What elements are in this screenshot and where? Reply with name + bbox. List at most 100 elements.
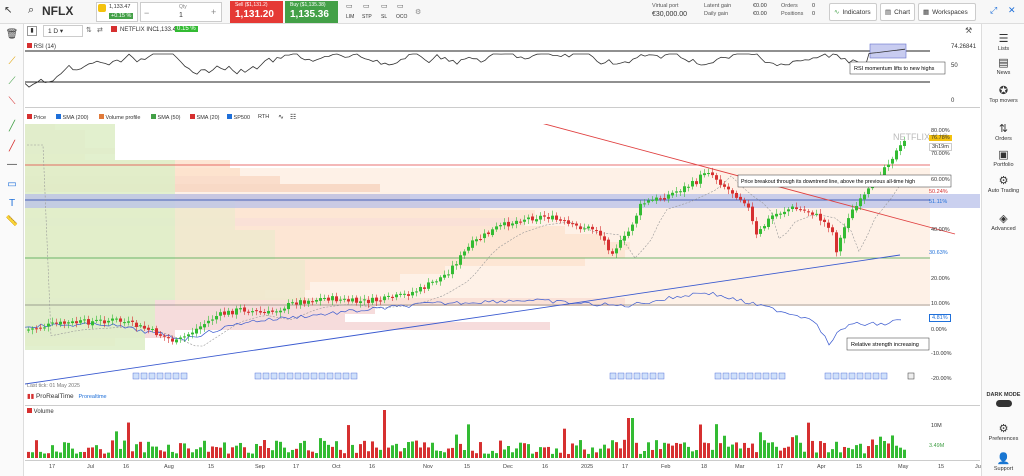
interval-icon[interactable]: ⇅	[86, 27, 92, 34]
legend-vp-swatch	[99, 114, 104, 119]
qty-value[interactable]: 1	[179, 12, 183, 19]
legend-volume-profile[interactable]: Volume profile	[99, 114, 140, 121]
volume-bar	[139, 441, 142, 458]
volume-bar	[271, 450, 274, 458]
nav-portfolio[interactable]: ▣ Portfolio	[982, 148, 1024, 168]
chart-button[interactable]: ▤ Chart	[880, 3, 915, 21]
nav-orders[interactable]: ⇅ Orders	[982, 122, 1024, 142]
buy-signal-tool-icon[interactable]: ⟋	[8, 75, 16, 87]
nav-lists[interactable]: ☰ Lists	[982, 32, 1024, 52]
candle	[475, 239, 478, 242]
plus-icon[interactable]: +	[211, 7, 217, 17]
legend-sma200-label: SMA (200)	[62, 115, 89, 121]
horizontal-line-icon[interactable]: —	[7, 158, 17, 170]
event-marker	[730, 372, 738, 380]
ruler-icon[interactable]: 📏	[5, 215, 19, 227]
wrench-icon[interactable]: ⚒	[965, 26, 973, 35]
workspaces-button[interactable]: ▦ Workspaces	[918, 3, 976, 21]
legend-sp500[interactable]: SP500	[227, 114, 250, 121]
candle	[703, 173, 706, 176]
legend-price[interactable]: Price	[27, 114, 46, 121]
sell-button[interactable]: Sell ($1,131.2) 1,131.20	[230, 1, 283, 23]
candle	[531, 216, 534, 221]
text-tool-icon[interactable]: T	[8, 197, 16, 209]
symbol-title[interactable]: NFLX	[42, 4, 74, 18]
sell-signal-tool-icon[interactable]: ⟍	[8, 95, 16, 107]
volume-bar	[843, 446, 846, 458]
minus-icon[interactable]: −	[144, 8, 150, 18]
candle	[423, 287, 426, 289]
candle	[403, 293, 406, 295]
volume-bar	[107, 452, 110, 458]
chart-type-icon[interactable]: ▮	[27, 26, 37, 36]
volume-bar	[735, 442, 738, 458]
legend-sma50[interactable]: SMA (50)	[151, 114, 180, 121]
dark-mode-switch[interactable]	[995, 400, 1012, 407]
candle	[127, 321, 130, 323]
candle	[311, 301, 314, 303]
candle	[471, 240, 474, 248]
indicator-settings-icon[interactable]: ☷	[290, 114, 297, 121]
timeframe-select[interactable]: 1 D ▾	[43, 25, 83, 37]
indicators-button[interactable]: ∿ Indicators	[829, 3, 877, 21]
buy-button[interactable]: Buy ($1,135.38) 1,135.36	[285, 1, 338, 23]
x-axis-label: 15	[938, 464, 945, 470]
volume-bar	[811, 440, 814, 458]
order-type-lim[interactable]: LIM	[346, 14, 355, 20]
candle	[455, 264, 458, 266]
trendline-green-icon[interactable]: ╱	[8, 120, 16, 132]
legend-sma200[interactable]: SMA (200)	[56, 114, 89, 121]
volume-bar	[111, 440, 114, 458]
nav-news[interactable]: ▤ News	[982, 56, 1024, 76]
candle	[211, 319, 214, 321]
x-axis-label: Sep	[255, 464, 265, 470]
qty-stepper[interactable]: − Qty 1 +	[140, 2, 222, 22]
volume-bar	[527, 444, 530, 458]
volume-bar	[103, 453, 106, 458]
trendline-red-icon[interactable]: ╱	[8, 140, 16, 152]
settings-icon[interactable]: ⚙	[415, 9, 422, 16]
volume-bar	[507, 446, 510, 458]
order-type-stp[interactable]: STP	[362, 14, 372, 20]
candle	[595, 230, 598, 232]
trash-icon[interactable]: 🗑	[5, 28, 19, 40]
search-icon[interactable]: ⌕	[28, 4, 35, 16]
legend-sma20[interactable]: SMA (20)	[190, 114, 219, 121]
volume-bar	[131, 451, 134, 458]
vp-green-bar	[25, 330, 145, 350]
x-axis: 17 Jul 16 Aug 15 Sep 17 Oct 16 Nov 15 Dec 16 2025 17 Fe…	[25, 460, 984, 474]
legend-rth[interactable]: RTH	[258, 114, 270, 120]
event-marker	[286, 372, 294, 380]
nav-auto-trading[interactable]: ⚙ Auto Trading	[982, 174, 1024, 194]
fullscreen-icon[interactable]: ⤢	[990, 5, 998, 15]
volume-bar	[311, 451, 314, 458]
nav-support[interactable]: 👤 Support	[982, 452, 1024, 472]
nav-advanced[interactable]: ◈ Advanced	[982, 212, 1024, 232]
nav-auto-trading-label: Auto Trading	[987, 188, 1020, 194]
close-icon[interactable]: ✕	[1008, 5, 1016, 15]
volume-bar	[143, 452, 146, 458]
rectangle-tool-icon[interactable]: ▭	[7, 178, 17, 190]
chart-icon: ▤	[885, 9, 892, 16]
x-axis-label: Mar	[735, 464, 745, 470]
volume-bar	[871, 439, 874, 458]
indicator-add-icon[interactable]: ∿	[278, 114, 284, 121]
volume-bar	[71, 448, 74, 458]
order-type-sl[interactable]: SL	[381, 14, 388, 20]
candle	[795, 207, 798, 210]
vp-green-bar	[25, 124, 115, 160]
menu-arrow-icon[interactable]: ↖	[4, 5, 13, 16]
volume-bar	[167, 444, 170, 458]
volume-bar	[79, 451, 82, 458]
candle	[143, 325, 146, 329]
nav-top-movers[interactable]: ✪ Top movers	[982, 84, 1024, 104]
y-label-60: 60.00%	[931, 177, 950, 183]
compare-icon[interactable]: ⇄	[97, 27, 103, 34]
volume-bar	[583, 449, 586, 458]
pattern-tool-icon[interactable]: ⟋	[8, 55, 16, 67]
candle	[771, 215, 774, 220]
volume-bar	[255, 443, 258, 458]
dark-mode-toggle[interactable]: DARK MODE	[982, 392, 1024, 407]
order-type-oco[interactable]: OCO	[396, 14, 408, 20]
nav-preferences[interactable]: ⚙ Preferences	[982, 422, 1024, 442]
